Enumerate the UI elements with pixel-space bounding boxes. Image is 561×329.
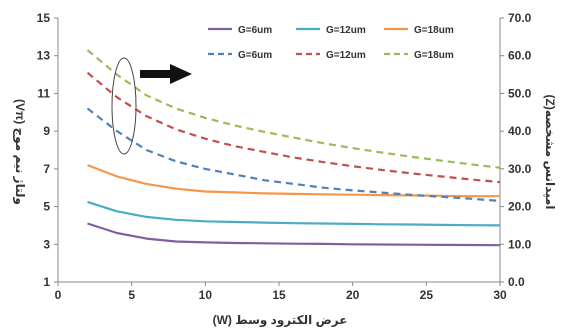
y-right-tick-label: 50.0 (508, 86, 532, 100)
y-right-tick-label: 60.0 (508, 49, 532, 63)
y-axis-right-title: امپدانس مشخصه(Z) (543, 94, 557, 209)
x-axis-title: عرض الکترود وسط (W) (213, 313, 348, 328)
x-tick-label: 0 (55, 288, 62, 302)
y-left-tick-label: 11 (37, 86, 50, 100)
x-tick-label: 5 (128, 288, 135, 302)
axes (54, 17, 504, 286)
series-line-voltage-g-12um (87, 200, 501, 227)
plot-area (86, 49, 501, 247)
annotation (111, 57, 192, 155)
x-tick-label: 15 (272, 288, 286, 302)
legend-label: G=12um (326, 25, 366, 36)
legend-label: G=6um (238, 50, 272, 61)
y-left-tick-label: 3 (43, 237, 50, 251)
legend-label: G=12um (326, 50, 366, 61)
legend-label: G=18um (414, 25, 454, 36)
y-left-tick-label: 5 (43, 200, 50, 214)
y-right-tick-label: 70.0 (508, 11, 532, 25)
y-right-tick-label: 10.0 (508, 237, 532, 251)
y-left-tick-label: 15 (37, 11, 51, 25)
series-line-impedance-g-18um (86, 49, 501, 169)
tick-labels: 0 5 10 15 20 25 30135791113150.010.020.030.040… (37, 11, 532, 302)
legend-label: G=6um (238, 25, 272, 36)
x-tick-label: 25 (420, 288, 434, 302)
y-right-tick-label: 20.0 (508, 200, 532, 214)
y-left-tick-label: 7 (43, 162, 50, 176)
y-right-tick-label: 30.0 (508, 162, 532, 176)
series-line-impedance-g-12um (86, 71, 501, 184)
y-left-tick-label: 1 (43, 275, 50, 289)
x-tick-label: 20 (346, 288, 360, 302)
legend: G=6um G=12um G=18um G=6um G=12um G=18um (208, 25, 454, 61)
annotation-ellipse (111, 57, 137, 155)
y-right-tick-label: 0.0 (508, 275, 525, 289)
x-tick-label: 30 (493, 288, 507, 302)
y-left-tick-label: 13 (37, 49, 51, 63)
annotation-arrow (140, 64, 192, 84)
x-tick-label: 10 (199, 288, 213, 302)
series-line-impedance-g-6um (86, 107, 501, 202)
series-line-voltage-g-6um (87, 222, 501, 247)
y-right-tick-label: 40.0 (508, 124, 532, 138)
y-left-tick-label: 9 (43, 124, 50, 138)
y-axis-left-title: ولتاژ نیم موج (Vπ) (12, 99, 27, 205)
legend-label: G=18um (414, 50, 454, 61)
